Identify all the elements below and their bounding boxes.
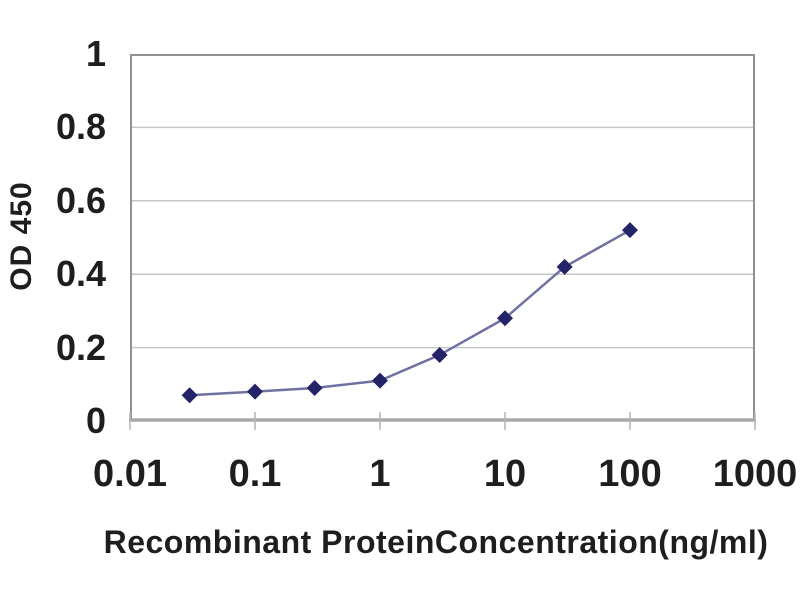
data-point-marker <box>247 383 263 400</box>
x-tick-label: 0.01 <box>93 453 167 495</box>
data-point-marker <box>497 310 513 327</box>
y-tick-label: 0.6 <box>55 179 106 221</box>
x-tick-label: 100 <box>598 453 662 495</box>
data-point-marker <box>306 379 323 396</box>
y-tick-label: 1 <box>85 33 106 74</box>
y-tick-label: 0 <box>85 400 106 441</box>
y-tick-label: 0.8 <box>55 106 106 148</box>
x-tick-label: 1 <box>369 453 391 495</box>
data-point-marker <box>181 387 198 404</box>
data-point-marker <box>622 222 638 239</box>
y-tick-label: 0.4 <box>55 253 106 295</box>
x-tick-label: 10 <box>483 453 527 495</box>
data-point-marker <box>431 346 448 363</box>
x-tick-label: 1000 <box>712 453 798 495</box>
plot-area <box>129 54 756 430</box>
x-tick-label: 0.1 <box>228 453 282 495</box>
data-point-marker <box>372 372 388 389</box>
plot-frame <box>130 54 755 421</box>
series-line <box>189 229 631 397</box>
y-tick-label: 0.2 <box>55 326 106 368</box>
data-point-marker <box>556 258 573 275</box>
x-axis-title: Recombinant ProteinConcentration(ng/ml) <box>103 524 769 560</box>
